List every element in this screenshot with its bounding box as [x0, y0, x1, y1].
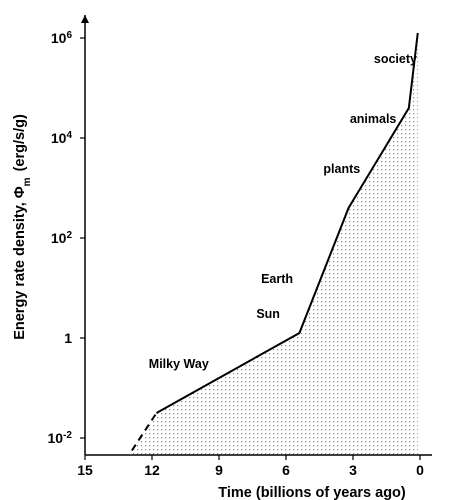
- dashed-series-line: [131, 412, 158, 452]
- x-tick-label: 0: [416, 462, 424, 478]
- annotation-label: animals: [350, 112, 397, 126]
- x-tick-label: 6: [282, 462, 290, 478]
- annotation-label: Sun: [256, 307, 280, 321]
- x-tick-label: 3: [349, 462, 357, 478]
- x-axis-title: Time (billions of years ago): [218, 485, 406, 500]
- x-tick-label: 15: [77, 462, 93, 478]
- y-tick-label: 106: [51, 30, 73, 47]
- y-axis-title: Energy rate density, Φm (erg/s/g): [12, 114, 33, 340]
- annotation-label: plants: [323, 162, 360, 176]
- solid-series-line: [155, 32, 419, 414]
- y-tick-label: 10-2: [48, 430, 73, 447]
- y-tick-label: 102: [51, 230, 73, 247]
- x-tick-label: 12: [144, 462, 160, 478]
- y-tick-label: 104: [51, 130, 73, 147]
- annotation-label: Milky Way: [149, 357, 209, 371]
- annotation-label: society: [374, 52, 417, 66]
- y-tick-label: 1: [64, 330, 72, 346]
- annotation-label: Earth: [261, 272, 293, 286]
- shaded-area: [131, 33, 418, 455]
- x-tick-label: 9: [215, 462, 223, 478]
- y-axis-arrow: [81, 15, 89, 23]
